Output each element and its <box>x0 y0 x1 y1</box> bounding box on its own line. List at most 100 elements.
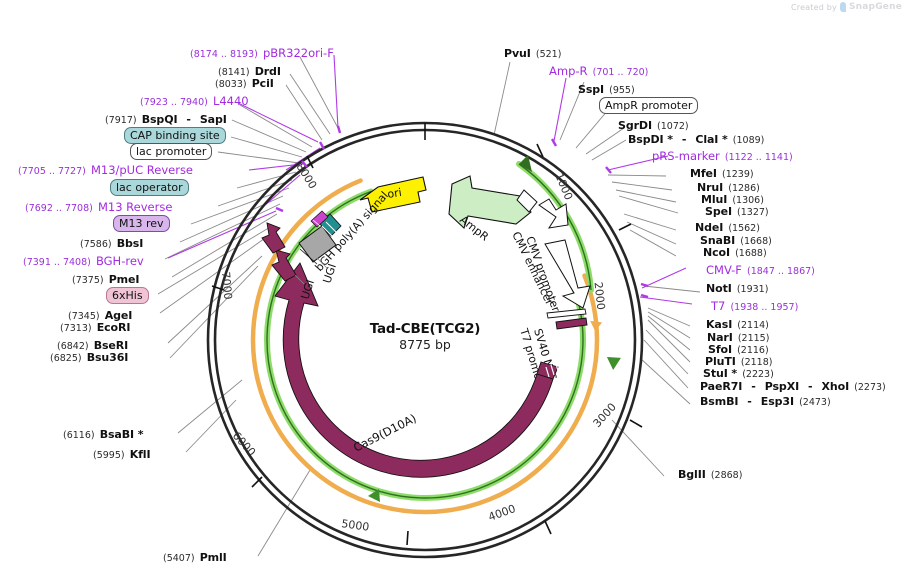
label-pbr322ori-f: (8174 .. 8193) pBR322ori-F <box>190 44 334 60</box>
ruler-label-5000: 5000 <box>341 517 371 534</box>
feature-sv40-nls <box>555 317 588 330</box>
pos-pcii: (8033) <box>215 79 247 90</box>
ruler-label-4000: 4000 <box>487 502 518 524</box>
label-l4440: (7923 .. 7940) L4440 <box>140 92 249 108</box>
feature-cmv-promoter <box>544 239 591 309</box>
label-bgh-rev: (7391 .. 7408) BGH-rev <box>23 252 144 268</box>
pos-cmv-f: (1847 .. 1867) <box>747 266 815 277</box>
green-ring-arrowhead-right <box>606 356 621 370</box>
name-drdi: DrdI <box>254 65 281 78</box>
name-pspxi: PspXI <box>764 380 800 393</box>
pos-pvui: (521) <box>535 49 562 60</box>
name-paer7i: PaeR7I <box>700 380 743 393</box>
label-cmv-f: CMV-F (1847 .. 1867) <box>706 261 815 277</box>
name-cmv-f: CMV-F <box>706 263 742 277</box>
name-pmei: PmeI <box>108 273 140 286</box>
pos-drdi: (8141) <box>218 67 250 78</box>
feature-label-ugi-2: UGI <box>320 262 338 285</box>
name-agei: AgeI <box>104 309 133 322</box>
pos-sgrdi: (1072) <box>657 121 689 132</box>
pos-pbr322ori-f: (8174 .. 8193) <box>190 49 258 60</box>
plasmid-name: Tad-CBE(TCG2) <box>369 321 481 337</box>
pos-stui: (2223) <box>742 369 774 380</box>
pos-bsu36i: (6825) <box>50 353 82 364</box>
pos-bspqi: (7917) <box>105 115 137 126</box>
name-pvui: PvuI <box>504 47 531 60</box>
boxed-label-ampr-promoter: AmpR promoter <box>599 97 699 114</box>
feature-bgh-polya <box>298 225 337 265</box>
pos-m13-puc-reverse: (7705 .. 7727) <box>18 166 86 177</box>
ruler-label-7000: 7000 <box>219 271 234 300</box>
label-sgrdi: SgrDI (1072) <box>618 116 689 132</box>
pos-pmei: (7375) <box>72 275 104 286</box>
name-bseri: BseRI <box>93 339 129 352</box>
boxed-label-lac-promoter: lac promoter <box>130 143 213 160</box>
label-stui: StuI * (2223) <box>703 364 774 380</box>
pos-sfoi: (2116) <box>737 345 769 356</box>
snapgene-logo-icon <box>839 2 846 12</box>
label-m13-reverse: (7692 .. 7708) M13 Reverse <box>25 198 172 214</box>
label-agei: (7345) AgeI <box>68 306 132 322</box>
pos-ecori: (7313) <box>60 323 92 334</box>
pos-nari: (2115) <box>737 333 770 344</box>
feature-label-ori: ori <box>386 186 402 201</box>
pos-ndei: (1562) <box>728 223 760 234</box>
label-bbsi: (7586) BbsI <box>80 234 143 250</box>
label-ndei: NdeI (1562) <box>695 218 760 234</box>
name-spei: SpeI <box>705 205 732 218</box>
label-bsmbi-esp3i: BsmBI - Esp3I (2473) <box>700 392 831 408</box>
name-kfli: KflI <box>129 448 151 461</box>
label-t7: T7 (1938 .. 1957) <box>711 297 798 313</box>
name-stui: StuI * <box>703 367 738 380</box>
orange-feature-ring <box>250 178 600 515</box>
boxed-label-m13-rev: M13 rev <box>113 215 170 232</box>
primer-leader-lines <box>167 54 693 305</box>
label-drdi: (8141) DrdI <box>218 62 281 78</box>
sep-bspqi: - <box>182 113 195 126</box>
name-pbr322ori-f: pBR322ori-F <box>262 46 334 60</box>
name-clai: ClaI * <box>695 133 728 146</box>
boxed-label-cap-binding-site: CAP binding site <box>124 127 226 144</box>
name-bgh-rev: BGH-rev <box>95 254 144 268</box>
name-bspqi: BspQI <box>141 113 178 126</box>
name-sgrdi: SgrDI <box>618 119 652 132</box>
name-mfei: MfeI <box>690 167 717 180</box>
name-bglii: BglII <box>678 468 706 481</box>
name-prs-marker: pRS-marker <box>652 149 720 163</box>
leader-lines <box>157 56 701 557</box>
name-pluti: PluTI <box>705 355 736 368</box>
sep-paer7i-2: - <box>804 380 817 393</box>
name-bsu36i: Bsu36I <box>86 351 129 364</box>
feature-label-ugi-1: UGI <box>298 278 316 301</box>
ampr-arc-arrowhead <box>519 155 532 172</box>
pos-nrui: (1286) <box>728 183 760 194</box>
ruler-ticks <box>211 123 643 546</box>
label-ecori: (7313) EcoRI <box>60 318 130 334</box>
name-nrui: NruI <box>697 181 724 194</box>
pos-bbsi: (7586) <box>80 239 112 250</box>
label-paer7i-pspxi-xhoi: PaeR7I - PspXI - XhoI (2273) <box>700 377 886 393</box>
feature-ori: ori <box>359 176 427 213</box>
label-kasi: KasI (2114) <box>706 315 769 331</box>
name-bsmbi: BsmBI <box>700 395 739 408</box>
name-xhoi: XhoI <box>821 380 850 393</box>
label-pcii: (8033) PciI <box>215 74 274 90</box>
feature-label-cas9: Cas9(D10A) <box>351 411 419 455</box>
name-esp3i: Esp3I <box>760 395 794 408</box>
name-noti: NotI <box>706 282 732 295</box>
label-mlui: MluI (1306) <box>701 190 764 206</box>
label-bspqi-sapi: (7917) BspQI - SapI <box>105 110 227 126</box>
name-amp-r: Amp-R <box>549 64 588 78</box>
feature-ugi-1 <box>271 249 297 282</box>
pos-bspdi: (1089) <box>732 135 765 146</box>
pos-m13-reverse: (7692 .. 7708) <box>25 203 93 214</box>
label-m13-puc-reverse: (7705 .. 7727) M13/pUC Reverse <box>18 161 193 177</box>
pos-bsabi: (6116) <box>63 430 95 441</box>
primer-ticks <box>275 125 649 299</box>
pos-kfli: (5995) <box>93 450 125 461</box>
name-ndei: NdeI <box>695 221 724 234</box>
pos-spei: (1327) <box>737 207 769 218</box>
pos-snabi: (1668) <box>740 236 772 247</box>
